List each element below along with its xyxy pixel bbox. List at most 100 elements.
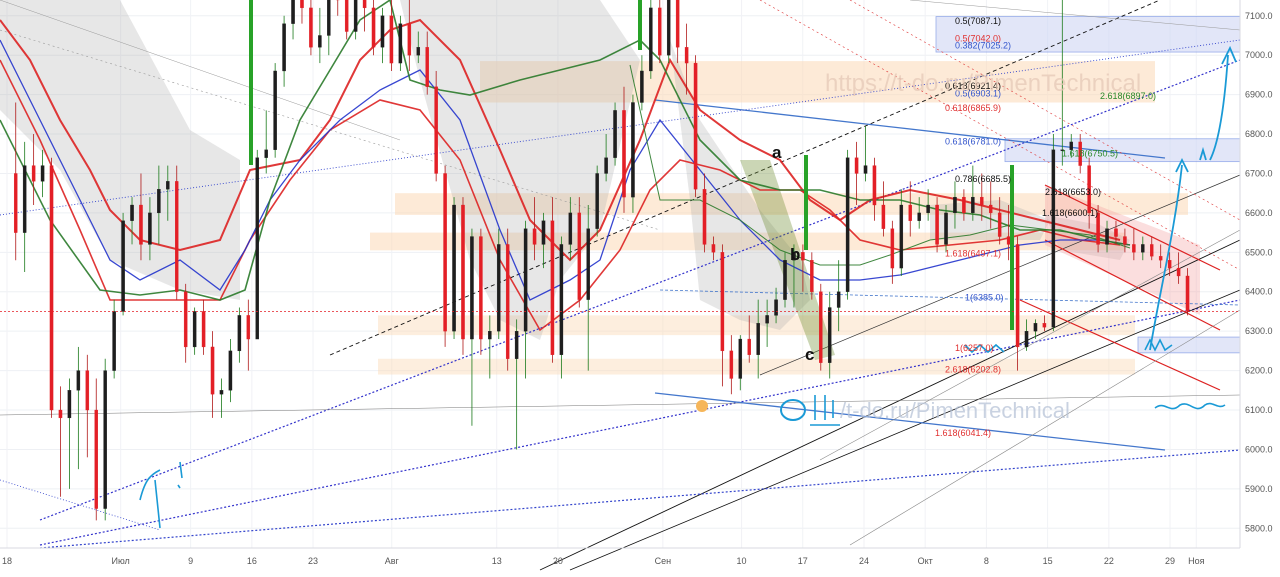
trend-line: [759, 0, 1241, 271]
candle: [845, 157, 850, 292]
moving-average: [0, 18, 1121, 262]
y-axis-panel: [1240, 0, 1280, 572]
candle: [881, 204, 886, 229]
x-tick-label: Ноя: [1188, 556, 1205, 566]
y-tick-label: 6800.0: [1245, 129, 1273, 139]
candle: [479, 236, 483, 340]
candle: [443, 173, 447, 332]
candle: [434, 86, 438, 174]
candle: [550, 220, 555, 355]
candle: [702, 189, 707, 245]
candle: [210, 346, 215, 395]
candle: [586, 228, 590, 300]
trend-line: [1044, 184, 1221, 271]
candle: [31, 165, 36, 182]
candle: [371, 7, 376, 48]
channel-fill: [1045, 185, 1200, 315]
candle: [747, 338, 751, 355]
price-zone: [480, 61, 1155, 103]
candle: [971, 196, 975, 214]
x-tick-label: 16: [247, 556, 257, 566]
trend-line: [1044, 239, 1221, 331]
fib-label: 0.618(6781.0): [945, 137, 1001, 147]
y-tick-label: 5800.0: [1245, 523, 1273, 533]
candle: [684, 47, 689, 64]
candle: [774, 299, 778, 316]
candle: [523, 228, 528, 332]
circle-marker: [780, 399, 806, 421]
candle: [157, 189, 161, 214]
candle: [398, 23, 403, 64]
y-tick-label: 6100.0: [1245, 405, 1273, 415]
trend-line: [329, 0, 1161, 356]
marker-dot: [696, 400, 708, 412]
candle: [1015, 244, 1020, 348]
fib-label: 0.5(7042.0): [955, 34, 1001, 44]
y-tick-label: 6200.0: [1245, 366, 1273, 376]
wave-label: c: [805, 345, 814, 364]
price-zone: [378, 358, 1135, 375]
candle: [246, 315, 251, 340]
y-tick-label: 6700.0: [1245, 168, 1273, 178]
candle: [658, 7, 662, 56]
candle: [756, 323, 760, 355]
candle: [103, 370, 107, 509]
y-tick-label: 6400.0: [1245, 287, 1273, 297]
y-tick-label: 7100.0: [1245, 11, 1273, 21]
x-tick-label: 24: [859, 556, 869, 566]
trend-line: [0, 394, 1241, 416]
candle: [380, 15, 385, 48]
candle: [1060, 149, 1065, 151]
candle: [291, 0, 295, 24]
x-tick-label: 22: [1104, 556, 1114, 566]
candle: [174, 181, 179, 292]
candle: [783, 260, 787, 300]
candle: [237, 315, 242, 352]
candle: [1078, 141, 1082, 166]
fib-label: 1.618(6497.1): [945, 248, 1001, 258]
candle: [1167, 260, 1172, 269]
x-tick-label: Сен: [655, 556, 672, 566]
candle: [872, 165, 877, 206]
candle: [917, 212, 921, 221]
candle: [765, 315, 769, 324]
candle: [327, 0, 331, 36]
fib-label: 0.618(6865.9): [945, 103, 1001, 113]
x-tick-label: 15: [1043, 556, 1053, 566]
wave-label: b: [790, 245, 800, 264]
fib-label: 0.618(6921.4): [945, 81, 1001, 91]
y-tick-label: 7000.0: [1245, 50, 1273, 60]
candle: [649, 7, 653, 72]
candle: [666, 0, 671, 56]
scribble: [139, 461, 183, 529]
candle: [577, 212, 582, 300]
candle: [40, 165, 45, 182]
candle: [1105, 228, 1109, 245]
candle: [854, 157, 859, 174]
x-tick-label: 20: [553, 556, 563, 566]
candle: [908, 204, 912, 221]
candle: [49, 165, 54, 411]
candle: [273, 70, 277, 150]
scribble: [964, 343, 1005, 354]
fib-label: 0.382(7025.2): [955, 40, 1011, 50]
candle: [300, 0, 304, 9]
x-tick-label: 9: [188, 556, 193, 566]
candle: [604, 157, 608, 174]
candle: [827, 307, 832, 363]
candle: [58, 409, 63, 419]
candle: [201, 311, 206, 348]
y-tick-label: 5900.0: [1245, 484, 1273, 494]
candle: [192, 311, 197, 348]
candle: [76, 370, 81, 391]
candle: [532, 228, 537, 245]
fib-label: 2.618(6202.8): [945, 364, 1001, 374]
trend-line: [654, 392, 1166, 451]
candle: [1185, 275, 1190, 312]
candle: [255, 157, 260, 340]
moving-average: [629, 64, 1131, 266]
candle: [1158, 256, 1163, 261]
x-tick-label: 10: [737, 556, 747, 566]
candle: [613, 110, 617, 158]
cloud-area: [0, 0, 240, 300]
